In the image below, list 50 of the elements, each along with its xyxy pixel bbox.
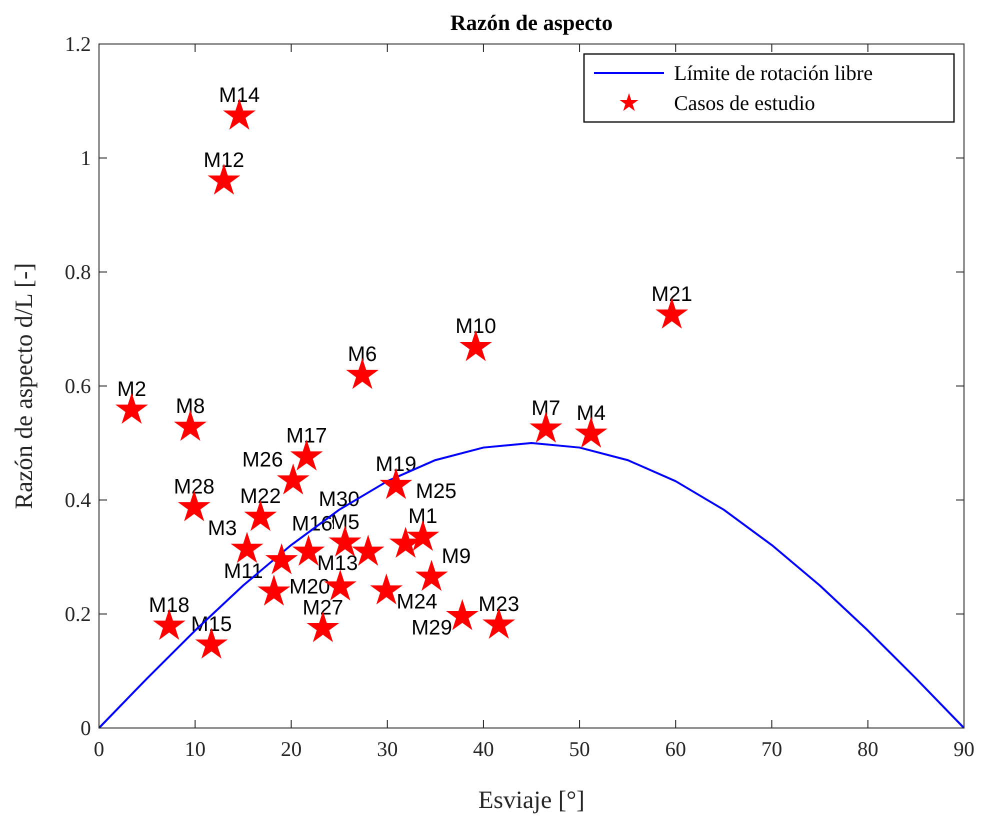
annotation: M13 — [317, 552, 358, 575]
annotation: M23 — [478, 592, 520, 616]
x-tick-label: 70 — [761, 737, 782, 761]
legend-label: Casos de estudio — [674, 91, 816, 115]
annotation: M18 — [148, 594, 190, 617]
y-tick-label: 1 — [80, 146, 91, 170]
annotation: M11 — [224, 560, 264, 583]
annotation: M22 — [240, 485, 281, 508]
annotation: M14 — [218, 84, 260, 107]
x-tick-label: 10 — [184, 737, 206, 761]
y-tick-label: 1.2 — [64, 32, 91, 56]
y-tick-label: 0 — [80, 716, 91, 740]
annotation: M25 — [416, 480, 457, 503]
y-tick-label: 0.2 — [64, 602, 91, 626]
annotation: M8 — [176, 395, 205, 418]
y-tick-label: 0.6 — [64, 374, 91, 398]
x-tick-label: 80 — [857, 737, 878, 761]
line-series — [98, 442, 965, 729]
annotation: M4 — [576, 402, 606, 425]
legend-label: Límite de rotación libre — [674, 61, 873, 85]
annotation: M24 — [396, 590, 438, 614]
annotation: M3 — [208, 517, 237, 540]
annotation: M7 — [531, 396, 561, 420]
y-axis-title: Razón de aspecto d/L [-] — [11, 262, 38, 510]
annotation: M19 — [376, 453, 416, 476]
annotation: M12 — [204, 148, 244, 172]
chart-title: Razón de aspecto — [450, 10, 613, 35]
annotation: M17 — [286, 424, 328, 448]
x-tick-label: 50 — [569, 737, 590, 761]
annotation: M27 — [302, 596, 344, 620]
point — [265, 543, 298, 574]
annotation: M28 — [174, 475, 215, 498]
x-tick-label: 40 — [472, 737, 494, 761]
annotation: M29 — [411, 616, 452, 640]
annotation: M30 — [318, 488, 360, 511]
annotation: M2 — [117, 378, 146, 401]
annotation: M20 — [289, 576, 330, 599]
y-tick-label: 0.4 — [64, 488, 92, 512]
annotation: M26 — [242, 448, 284, 472]
annotation: M1 — [408, 505, 438, 528]
y-tick-label: 0.8 — [64, 260, 91, 284]
x-tick-label: 30 — [376, 737, 398, 761]
x-axis-title: Esviaje [°] — [478, 787, 585, 814]
x-tick-label: 60 — [665, 737, 686, 761]
annotation: M6 — [348, 343, 377, 366]
annotation: M21 — [651, 282, 692, 306]
x-tick-label: 90 — [954, 737, 974, 761]
annotation: M9 — [442, 544, 471, 568]
annotation: M10 — [455, 315, 496, 338]
x-tick-label: 20 — [280, 737, 302, 761]
